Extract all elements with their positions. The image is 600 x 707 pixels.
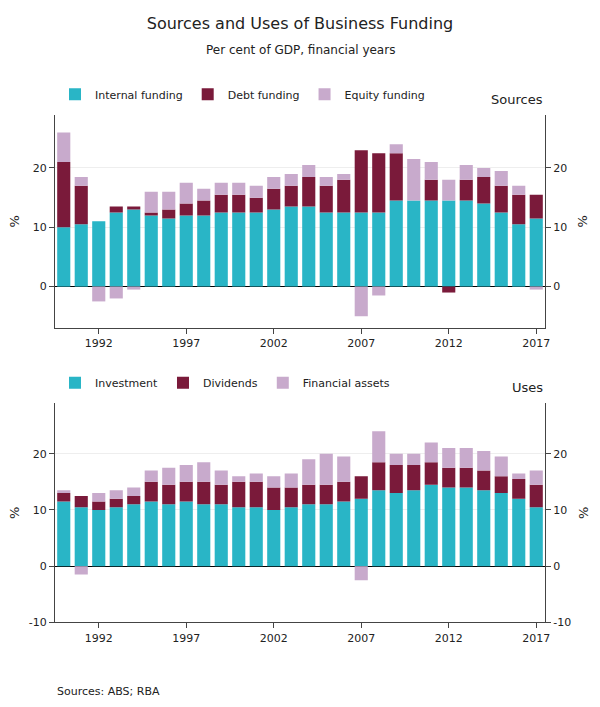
svg-text:2007: 2007	[347, 632, 375, 645]
svg-text:%: %	[7, 507, 22, 519]
svg-text:Internal funding: Internal funding	[95, 89, 183, 102]
svg-text:0: 0	[40, 560, 47, 573]
svg-text:2017: 2017	[522, 632, 550, 645]
svg-text:-10: -10	[553, 616, 571, 629]
svg-text:20: 20	[553, 448, 567, 461]
svg-text:-10: -10	[29, 616, 47, 629]
svg-text:2012: 2012	[435, 337, 463, 350]
svg-text:0: 0	[553, 280, 560, 293]
svg-text:2017: 2017	[522, 337, 550, 350]
svg-text:1992: 1992	[85, 632, 113, 645]
svg-text:2002: 2002	[260, 337, 288, 350]
svg-text:Sources: Sources	[491, 92, 543, 107]
svg-text:10: 10	[33, 221, 47, 234]
svg-text:10: 10	[33, 504, 47, 517]
svg-text:Per cent of GDP, financial yea: Per cent of GDP, financial years	[206, 43, 395, 57]
svg-text:Equity funding: Equity funding	[345, 89, 425, 102]
svg-text:1992: 1992	[85, 337, 113, 350]
svg-text:Financial assets: Financial assets	[303, 377, 390, 390]
svg-text:1997: 1997	[172, 337, 200, 350]
svg-text:0: 0	[40, 280, 47, 293]
svg-text:Dividends: Dividends	[203, 377, 258, 390]
svg-text:Sources: ABS; RBA: Sources: ABS; RBA	[57, 685, 160, 698]
svg-text:%: %	[7, 215, 22, 227]
svg-text:10: 10	[553, 504, 567, 517]
svg-text:Debt funding: Debt funding	[228, 89, 300, 102]
svg-text:20: 20	[33, 448, 47, 461]
svg-text:Uses: Uses	[512, 380, 543, 395]
svg-text:2012: 2012	[435, 632, 463, 645]
svg-text:20: 20	[553, 162, 567, 175]
svg-text:%: %	[576, 507, 591, 519]
svg-text:%: %	[576, 215, 591, 227]
svg-text:1997: 1997	[172, 632, 200, 645]
svg-text:Sources and Uses of Business F: Sources and Uses of Business Funding	[147, 14, 454, 33]
svg-text:20: 20	[33, 162, 47, 175]
svg-text:2007: 2007	[347, 337, 375, 350]
svg-text:10: 10	[553, 221, 567, 234]
svg-text:0: 0	[553, 560, 560, 573]
svg-text:Investment: Investment	[95, 377, 158, 390]
svg-text:2002: 2002	[260, 632, 288, 645]
